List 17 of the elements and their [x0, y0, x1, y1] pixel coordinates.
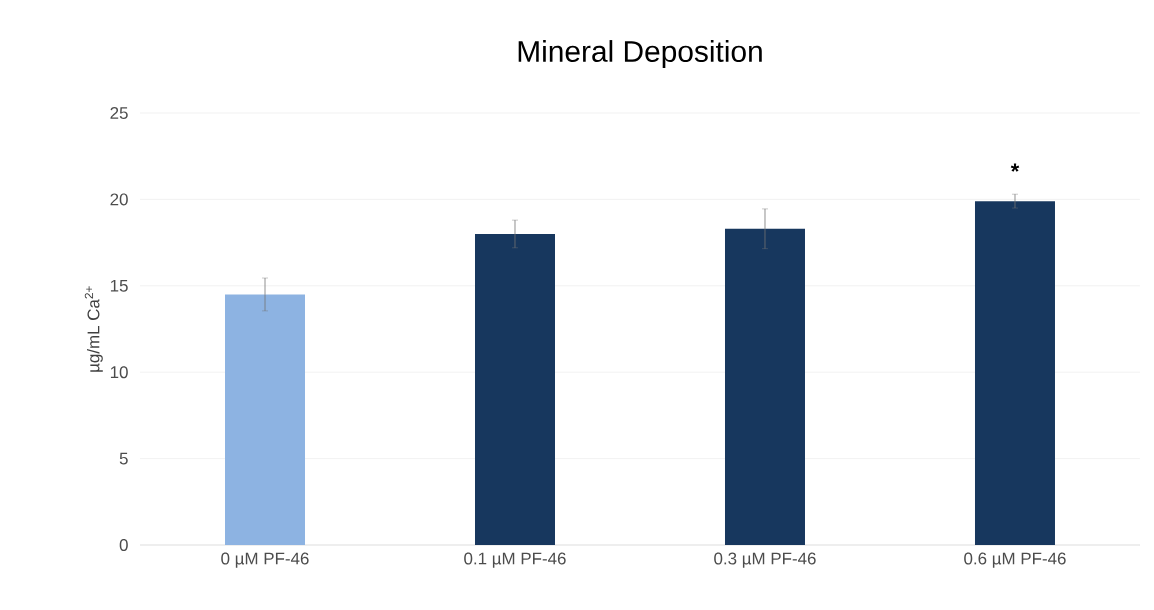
bar [225, 294, 305, 545]
y-tick-label: 20 [110, 193, 128, 206]
x-tick-label: 0.6 µM PF-46 [964, 552, 1066, 568]
chart-title: Mineral Deposition [518, 40, 762, 68]
y-tick-label: 0 [119, 539, 128, 551]
annotation: * [1010, 163, 1020, 172]
y-tick-label: 5 [119, 452, 128, 465]
y-axis-title: µg/mL Ca$^{2+}$ [84, 286, 103, 372]
bar [974, 201, 1055, 545]
bar [724, 228, 805, 545]
x-tick-label: 0.3 µM PF-46 [714, 552, 816, 568]
x-tick-label: 0.1 µM PF-46 [464, 552, 566, 568]
y-tick-label: 25 [110, 107, 128, 119]
x-tick-label: 0 µM PF-46 [221, 552, 309, 568]
y-tick-label: 15 [110, 279, 128, 292]
bar [475, 233, 555, 545]
y-tick-label: 10 [110, 366, 128, 379]
